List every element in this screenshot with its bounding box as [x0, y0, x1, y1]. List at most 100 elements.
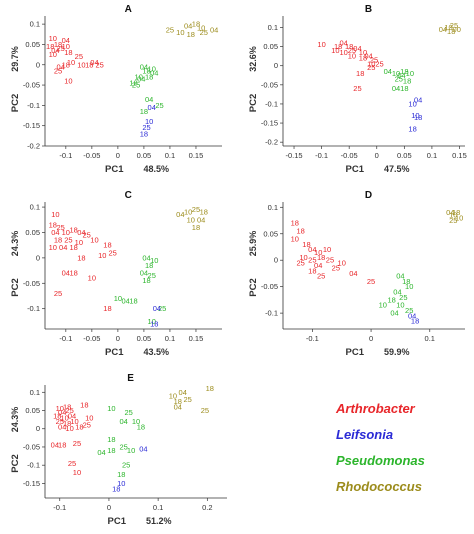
data-point: 18 [54, 40, 62, 49]
y-tick-label-e: -0.1 [27, 461, 40, 470]
data-point: 10 [51, 210, 59, 219]
legend-arthrobacter: Arthrobacter [336, 401, 415, 416]
data-point: 25 [142, 123, 150, 132]
y-tick-label-d: 0 [274, 256, 278, 265]
data-point: 10 [150, 256, 158, 265]
data-point: 10 [49, 34, 57, 43]
data-point: 04 [90, 58, 98, 67]
data-point: 25 [200, 28, 208, 37]
data-point: 10 [117, 479, 125, 488]
y-tick-label-c: -0.1 [27, 304, 40, 313]
y-axis-label-b: PC2 [248, 94, 259, 112]
data-point: 04 [210, 26, 218, 35]
data-point: 10 [449, 211, 457, 220]
y-tick-label-a: -0.1 [27, 101, 40, 110]
data-point: 04 [62, 36, 70, 45]
data-point: 25 [367, 277, 375, 286]
data-point: 18 [63, 419, 71, 428]
data-point: 04 [51, 46, 59, 55]
data-point: 04 [314, 261, 322, 270]
data-point: 25 [148, 271, 156, 280]
y-tick-label-e: -0.15 [23, 479, 40, 488]
data-point: 18 [145, 72, 153, 81]
data-point: 18 [192, 223, 200, 232]
data-point: 04 [353, 44, 361, 53]
x-axis-label-a: PC1 [105, 164, 124, 175]
panel-a: -0.2 -0.15 -0.1 -0.05 0 0.05 0.1 -0.1 -0.05 0 0.05… [10, 4, 222, 175]
data-point: 18 [129, 297, 137, 306]
x-tick-label-c: -0.1 [59, 334, 72, 343]
y-tick-label-e: 0.1 [30, 388, 40, 397]
data-point: 25 [449, 216, 457, 225]
y-tick-label-c: 0.05 [25, 228, 40, 237]
data-point: 10 [444, 23, 452, 32]
data-point: 18 [103, 241, 111, 250]
data-point: 18 [75, 422, 83, 431]
data-point: 04 [77, 228, 85, 237]
x-tick-label-b: 0.05 [397, 151, 412, 160]
data-point: 10 [127, 446, 135, 455]
data-point: 18 [387, 295, 395, 304]
data-point: 18 [49, 220, 57, 229]
data-point: 25 [405, 306, 413, 315]
data-point: 10 [135, 72, 143, 81]
data-point: 04 [414, 96, 422, 105]
data-point: 25 [348, 46, 356, 55]
data-point: 18 [291, 219, 299, 228]
x-tick-label-d: 0.1 [425, 334, 435, 343]
data-point: 18 [200, 208, 208, 217]
data-point: 10 [169, 391, 177, 400]
data-point: 18 [69, 243, 77, 252]
data-point: 04 [150, 68, 158, 77]
data-point: 18 [140, 129, 148, 138]
panel-title-d: D [365, 190, 372, 201]
data-point: 04 [120, 417, 128, 426]
data-point: 18 [46, 42, 54, 51]
data-point: 10 [56, 404, 64, 413]
legend-pseudomonas: Pseudomonas [336, 453, 425, 468]
x-tick-label-b: 0 [375, 151, 379, 160]
y-tick-label-a: 0.05 [25, 40, 40, 49]
panel-title-a: A [125, 4, 132, 15]
data-point: 10 [396, 301, 404, 310]
y-tick-label-b: -0.1 [265, 99, 278, 108]
data-point: 10 [184, 208, 192, 217]
data-point: 25 [450, 21, 458, 30]
data-point: 25 [183, 395, 191, 404]
y-tick-label-d: 0.1 [268, 203, 278, 212]
data-point: 18 [447, 27, 455, 36]
data-point: 04 [179, 388, 187, 397]
panel-b: -0.2 -0.15 -0.1 -0.05 0 0.05 0.1 -0.15 -0.1 -0.05… [248, 4, 467, 175]
data-point: 18 [53, 411, 61, 420]
x-axis-label-b: PC1 [346, 164, 365, 175]
data-point: 18 [302, 240, 310, 249]
data-point: 04 [349, 269, 357, 278]
x-tick-label-c: 0.05 [137, 334, 152, 343]
y-axis-label-a: PC2 [10, 94, 21, 112]
data-point: 18 [345, 42, 353, 51]
data-point: 04 [148, 103, 156, 112]
data-point: 04 [51, 228, 59, 237]
x-tick-label-d: -0.1 [306, 334, 319, 343]
x-axis-label-e: PC1 [108, 516, 127, 527]
data-point: 18 [356, 69, 364, 78]
data-point: 04 [408, 311, 416, 320]
data-point: 18 [403, 77, 411, 86]
x-tick-label-c: 0 [116, 334, 120, 343]
data-point: 10 [406, 69, 414, 78]
data-point: 25 [82, 231, 90, 240]
data-point: 04 [396, 272, 404, 281]
data-point: 25 [395, 75, 403, 84]
data-point: 10 [64, 77, 72, 86]
data-point: 18 [414, 113, 422, 122]
data-point: 18 [107, 435, 115, 444]
data-point: 10 [455, 213, 463, 222]
data-point: 10 [405, 282, 413, 291]
panel-title-e: E [127, 373, 134, 384]
data-point: 04 [97, 448, 105, 457]
x-tick-label-d: 0 [369, 334, 373, 343]
